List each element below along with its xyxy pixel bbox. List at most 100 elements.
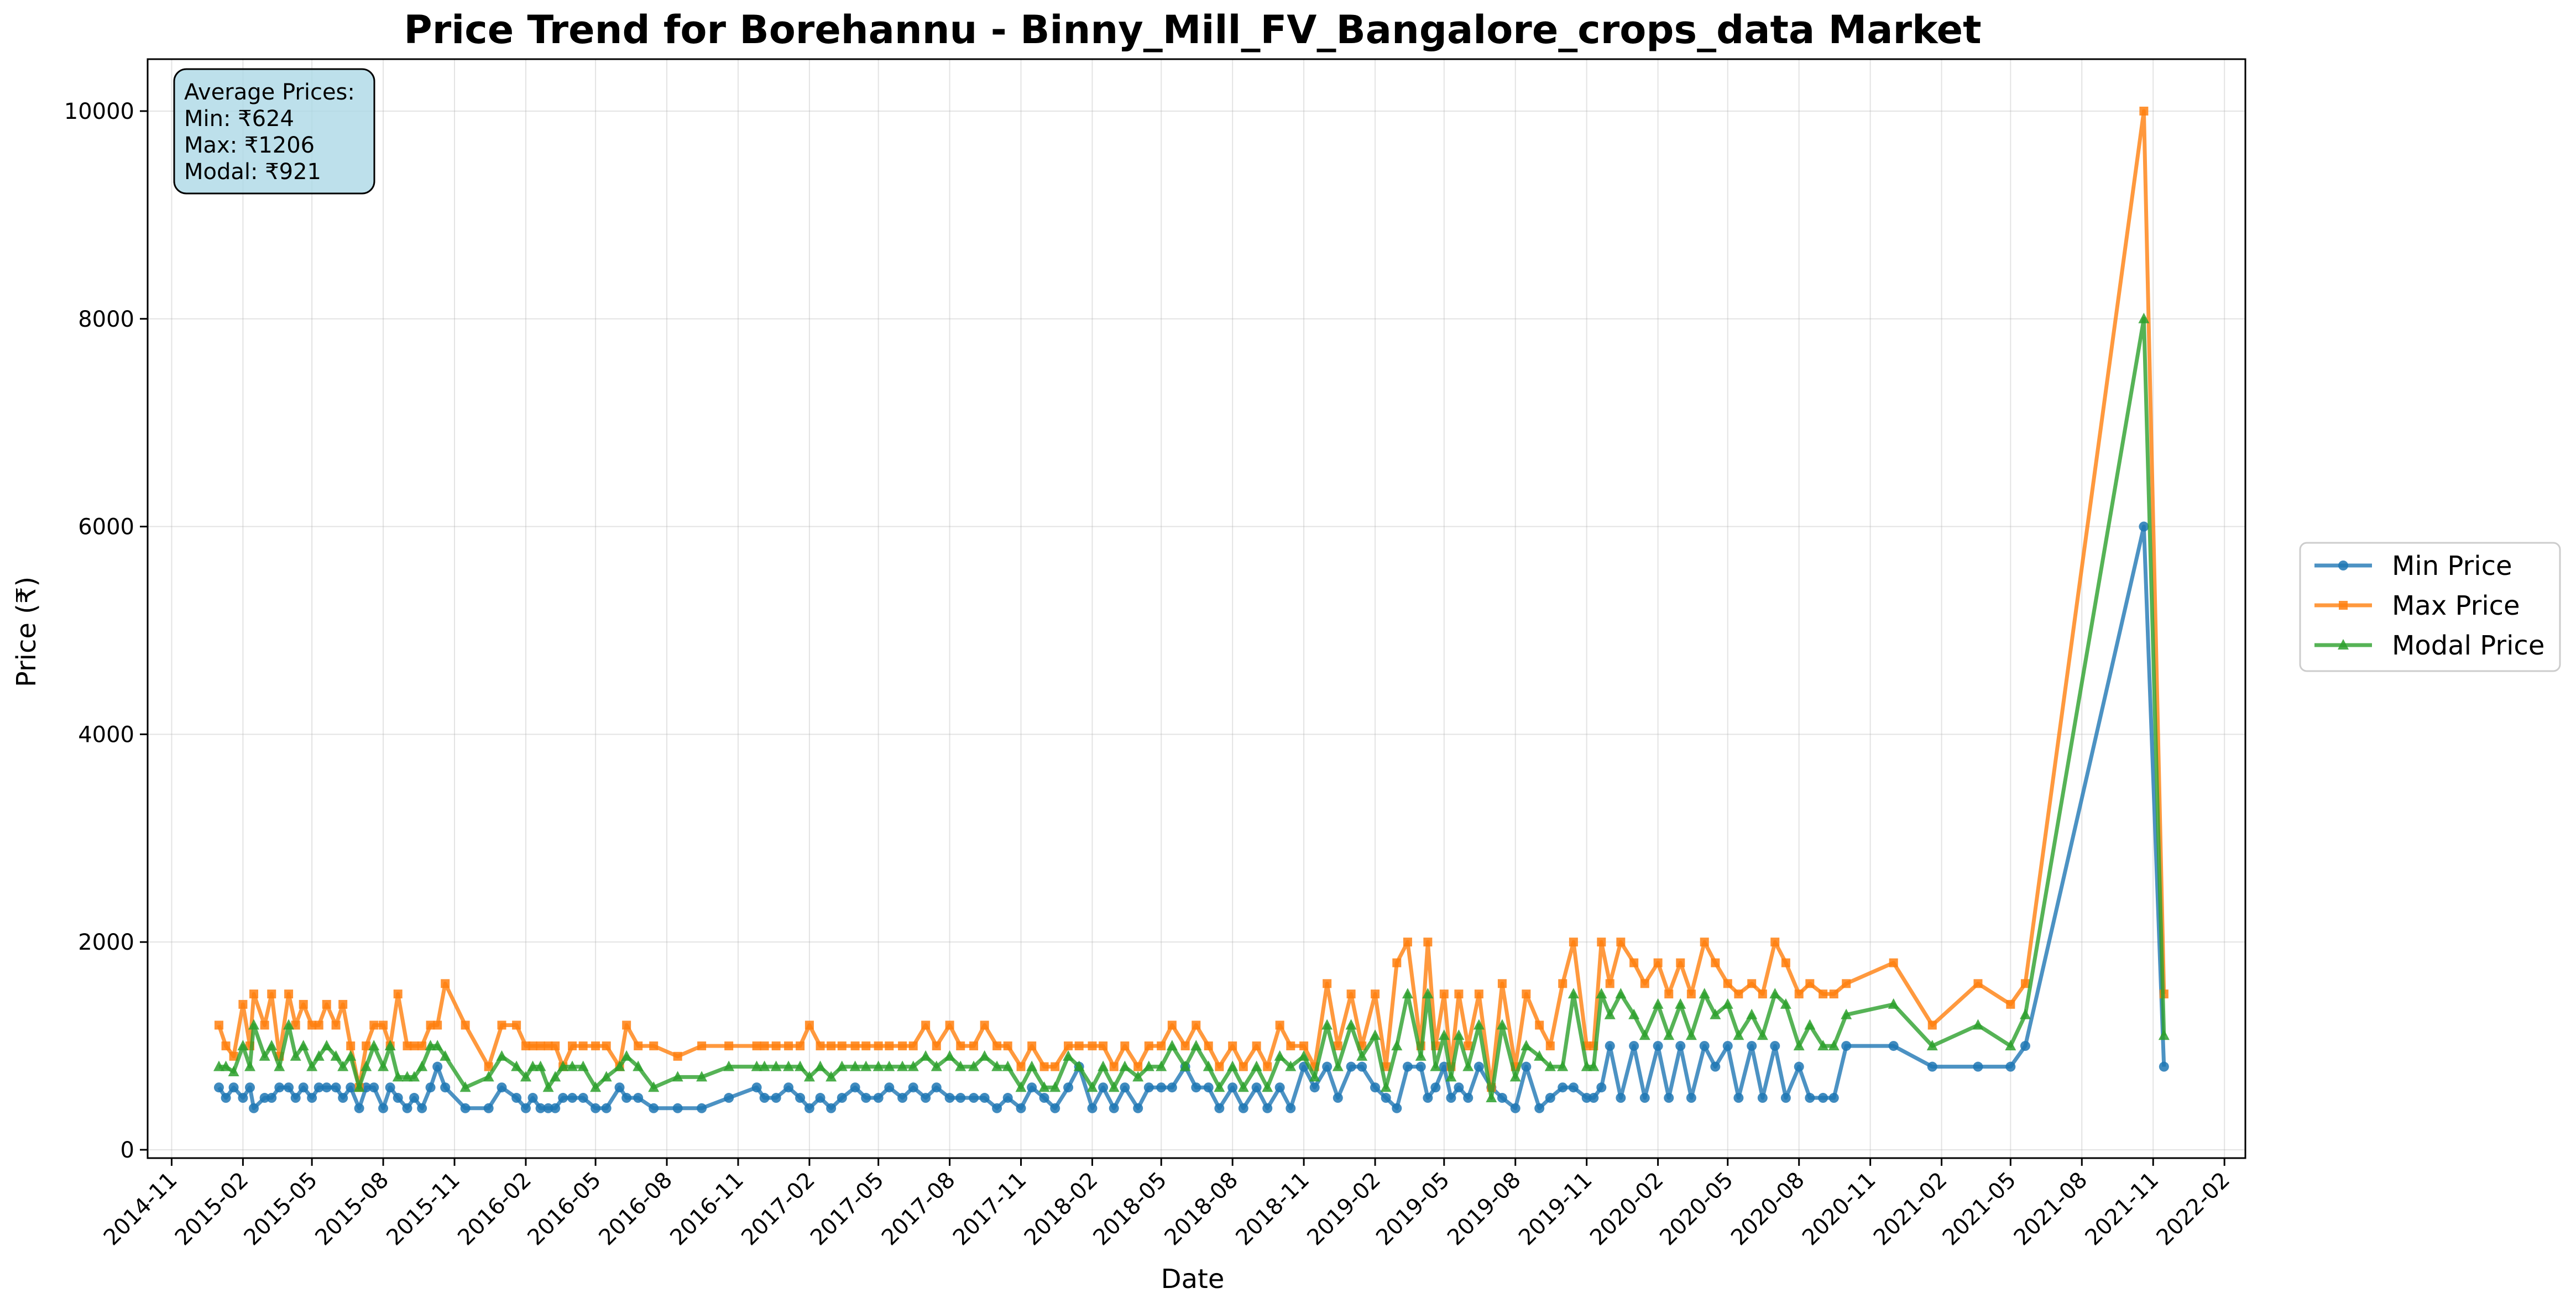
max-price-point — [1180, 1041, 1190, 1051]
min-price-point — [697, 1103, 707, 1113]
min-price-point — [815, 1093, 825, 1103]
modal-price-point — [2158, 1029, 2170, 1040]
min-price-point — [1027, 1082, 1037, 1093]
modal-price-point — [1520, 1040, 1532, 1051]
min-price-point — [850, 1082, 860, 1093]
modal-price-point — [1345, 1019, 1357, 1030]
min-price-point — [274, 1082, 285, 1093]
min-price-point — [1581, 1093, 1592, 1103]
max-price-point — [1973, 979, 1983, 988]
max-price-point — [291, 1020, 300, 1030]
min-price-point — [931, 1082, 942, 1093]
y-tick-label: 2000 — [78, 930, 134, 955]
max-price-point — [1927, 1020, 1937, 1030]
max-price-point — [816, 1041, 825, 1051]
max-price-point — [417, 1041, 427, 1051]
average-prices-box-background — [173, 68, 375, 195]
modal-price-point — [1156, 1060, 1167, 1071]
max-price-point — [2020, 979, 2030, 988]
min-price-point — [1639, 1093, 1650, 1103]
modal-price-point — [1298, 1050, 1310, 1061]
max-price-point — [214, 1020, 223, 1030]
min-price-point — [1510, 1103, 1520, 1113]
modal-price-point — [1557, 1060, 1569, 1071]
modal-price-point — [1237, 1081, 1249, 1092]
modal-price-point — [248, 1019, 260, 1030]
max-price-point — [1074, 1041, 1084, 1051]
min-price-point — [1558, 1082, 1568, 1093]
min-price-point — [238, 1093, 248, 1103]
min-price-point — [1794, 1061, 1804, 1072]
min-price-point — [1156, 1082, 1167, 1093]
modal-price-point — [1486, 1092, 1497, 1103]
min-price-series — [213, 521, 2169, 1113]
modal-price-point — [567, 1060, 578, 1071]
modal-price-point — [1143, 1060, 1154, 1071]
modal-price-point — [1203, 1060, 1214, 1071]
min-price-point — [1686, 1093, 1696, 1103]
max-price-point — [1734, 989, 1743, 999]
modal-price-point — [860, 1060, 872, 1071]
min-price-point — [1415, 1061, 1426, 1072]
max-price-point — [1629, 958, 1639, 967]
min-price-point — [1346, 1061, 1356, 1072]
modal-price-point — [1453, 1029, 1465, 1040]
max-price-point — [837, 1041, 847, 1051]
min-price-point — [1098, 1082, 1109, 1093]
legend-label-min: Min Price — [2392, 551, 2512, 582]
min-price-point — [1521, 1061, 1532, 1072]
max-price-point — [591, 1041, 600, 1051]
min-price-point — [1050, 1103, 1060, 1113]
legend-label-max: Max Price — [2392, 590, 2520, 621]
max-price-point — [1439, 989, 1449, 999]
min-price-point — [378, 1103, 389, 1113]
min-price-point — [969, 1093, 979, 1103]
max-price-point — [898, 1041, 907, 1051]
min-price-point — [313, 1082, 324, 1093]
min-price-point — [249, 1103, 259, 1113]
min-price-point — [543, 1103, 553, 1113]
max-price-point — [760, 1041, 769, 1051]
min-price-point — [369, 1082, 379, 1093]
modal-price-point — [1699, 988, 1710, 999]
min-price-point — [1238, 1103, 1248, 1113]
modal-price-point — [2005, 1040, 2016, 1051]
modal-price-point — [590, 1081, 602, 1092]
max-price-point — [338, 999, 348, 1009]
modal-price-point — [1462, 1060, 1474, 1071]
min-price-point — [1568, 1082, 1579, 1093]
max-price-point — [1263, 1062, 1272, 1071]
max-price-point — [1275, 1020, 1284, 1030]
min-price-point — [417, 1103, 427, 1113]
modal-price-point — [672, 1071, 683, 1082]
max-price-point — [426, 1020, 435, 1030]
modal-price-point — [968, 1060, 980, 1071]
min-price-point — [284, 1082, 294, 1093]
average-prices-box: Average Prices: Min: ₹624 Max: ₹1206 Mod… — [173, 68, 375, 195]
max-price-point — [634, 1041, 643, 1051]
modal-price-point — [1251, 1060, 1262, 1071]
modal-price-point — [378, 1060, 389, 1071]
modal-price-point — [290, 1050, 301, 1061]
max-price-point — [1228, 1041, 1237, 1051]
modal-price-point — [557, 1060, 569, 1071]
max-price-point — [1323, 979, 1332, 988]
max-price-point — [1120, 1041, 1130, 1051]
min-price-point — [921, 1093, 931, 1103]
min-price-point — [425, 1082, 436, 1093]
modal-price-point — [944, 1050, 955, 1061]
min-price-point — [1653, 1041, 1663, 1051]
min-price-point — [944, 1093, 955, 1103]
min-price-point — [1423, 1093, 1433, 1103]
max-price-point — [1770, 938, 1780, 947]
max-price-point — [2139, 106, 2149, 116]
min-price-point — [1133, 1103, 1143, 1113]
max-price-point — [1819, 989, 1828, 999]
min-price-point — [1016, 1103, 1026, 1113]
max-price-point — [1051, 1062, 1060, 1071]
modal-price-point — [237, 1040, 249, 1051]
min-price-point — [1973, 1061, 1983, 1072]
min-price-point — [440, 1082, 451, 1093]
min-price-point — [826, 1103, 837, 1113]
max-price-point — [267, 989, 276, 999]
